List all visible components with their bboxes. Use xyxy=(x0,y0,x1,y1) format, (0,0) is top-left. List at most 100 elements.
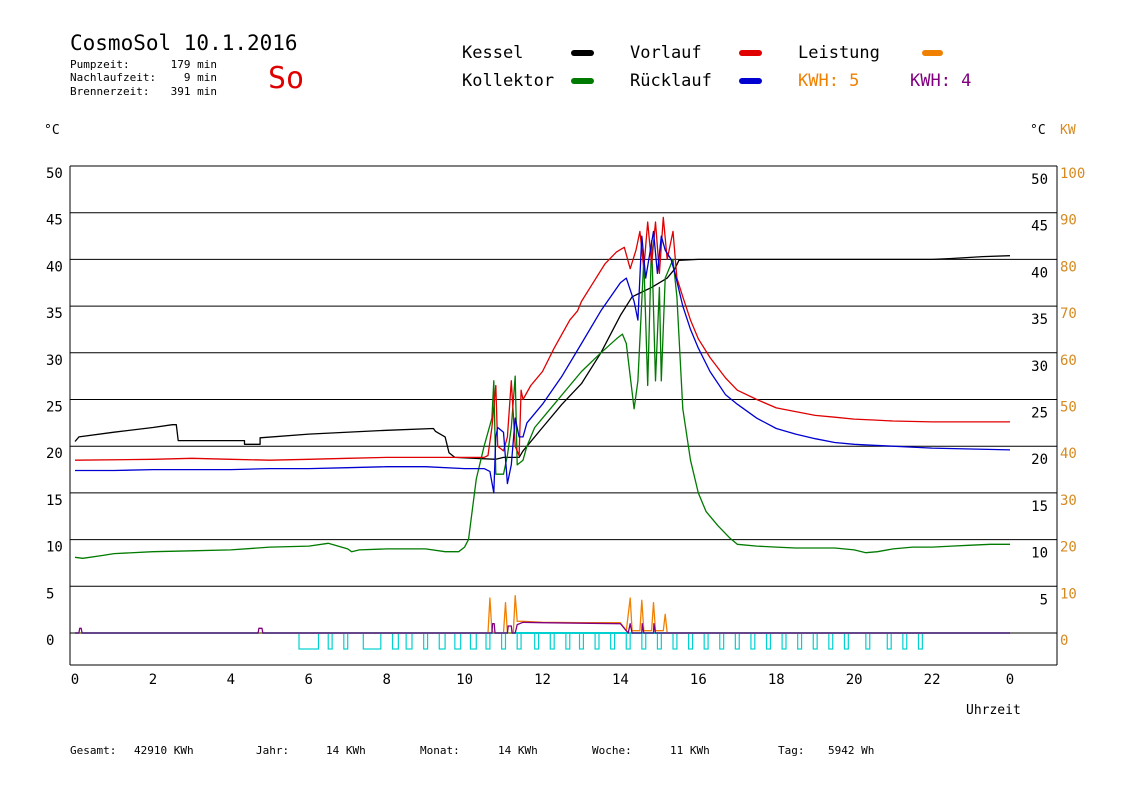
x-tick-5: 10 xyxy=(456,672,473,688)
pump-on-28 xyxy=(765,632,772,650)
footer-stats: Gesamt: 42910 KWh Jahr: 14 KWh Monat: 14… xyxy=(70,744,874,757)
footer-tag-label: Tag: xyxy=(778,744,805,757)
pump-on-7 xyxy=(438,632,446,650)
y-ticks-right: 5 10 15 20 25 30 35 40 45 50 0 10 20 30 40 50 60 70 80 90 10… xyxy=(1031,166,1085,649)
y-tick-right-c-35: 35 xyxy=(1031,312,1048,328)
pump-on-16 xyxy=(578,632,585,650)
footer-tag-value: 5942 Wh xyxy=(828,744,874,757)
footer-woche-value: 11 KWh xyxy=(670,744,710,757)
info-brennerzeit-value: 391 min xyxy=(171,85,217,98)
y-tick-right-c-50: 50 xyxy=(1031,172,1048,188)
pump-on-13 xyxy=(534,632,540,650)
info-nachlaufzeit-label: Nachlaufzeit: xyxy=(70,71,156,84)
x-tick-0: 0 xyxy=(71,672,79,688)
y-tick-right-c-25: 25 xyxy=(1031,406,1048,422)
series-vorlauf xyxy=(74,216,1010,461)
pump-on-23 xyxy=(687,632,694,650)
pump-on-4 xyxy=(391,632,399,650)
y-axis-right-unit-kw: KW xyxy=(1060,123,1076,138)
series-kessel xyxy=(74,255,1011,460)
y-tick-left-45: 45 xyxy=(46,213,63,229)
y-tick-right-c-20: 20 xyxy=(1031,452,1048,468)
pump-on-25 xyxy=(719,632,725,650)
pump-on-26 xyxy=(734,632,740,650)
pump-on-12 xyxy=(516,632,522,650)
x-tick-2: 4 xyxy=(227,672,235,688)
pump-on-24 xyxy=(703,632,709,650)
pump-on-31 xyxy=(812,632,818,650)
x-tick-3: 6 xyxy=(305,672,313,688)
x-tick-8: 16 xyxy=(690,672,707,688)
y-tick-right-c-40: 40 xyxy=(1031,265,1048,281)
series-group xyxy=(74,216,1011,634)
y-tick-left-50: 50 xyxy=(46,166,63,182)
legend-kollektor-label: Kollektor xyxy=(462,71,554,91)
x-axis-label: Uhrzeit xyxy=(966,703,1021,718)
footer-jahr-value: 14 KWh xyxy=(326,744,366,757)
pump-on-17 xyxy=(594,632,600,650)
x-tick-12: 0 xyxy=(1006,672,1014,688)
pump-on-9 xyxy=(469,632,477,650)
chart-title: CosmoSol 10.1.2016 xyxy=(70,31,298,55)
y-tick-right-kw-0: 0 xyxy=(1060,633,1068,649)
y-axis-left-unit: °C xyxy=(44,123,60,138)
x-ticks: 0 2 4 6 8 10 12 14 16 18 20 22 0 xyxy=(71,672,1014,688)
series-kwh2 xyxy=(75,621,1010,634)
pump-on-29 xyxy=(781,632,787,650)
info-nachlaufzeit-value: 9 min xyxy=(184,71,217,84)
pump-on-5 xyxy=(405,632,413,650)
footer-woche-label: Woche: xyxy=(592,744,632,757)
info-brennerzeit-label: Brennerzeit: xyxy=(70,85,149,98)
y-tick-right-kw-80: 80 xyxy=(1060,259,1077,275)
legend-leistung-label: Leistung xyxy=(798,43,880,63)
y-tick-right-kw-70: 70 xyxy=(1060,306,1077,322)
pump-on-11 xyxy=(500,632,507,650)
y-tick-right-c-10: 10 xyxy=(1031,546,1048,562)
pump-on-8 xyxy=(454,632,462,650)
x-tick-7: 14 xyxy=(612,672,629,688)
pump-on-35 xyxy=(886,632,892,650)
series-kollektor xyxy=(74,240,1010,559)
pump-on-10 xyxy=(485,632,491,650)
pump-on-37 xyxy=(917,632,923,650)
x-tick-1: 2 xyxy=(149,672,157,688)
pump-on-30 xyxy=(797,632,803,650)
pump-on-2 xyxy=(343,632,349,650)
y-tick-right-kw-100: 100 xyxy=(1060,166,1085,182)
y-tick-right-c-45: 45 xyxy=(1031,219,1048,235)
y-tick-right-kw-40: 40 xyxy=(1060,446,1077,462)
series-leistung xyxy=(75,594,1010,634)
y-tick-right-c-5: 5 xyxy=(1040,592,1048,608)
y-tick-right-kw-60: 60 xyxy=(1060,353,1077,369)
footer-jahr-label: Jahr: xyxy=(256,744,289,757)
y-tick-left-15: 15 xyxy=(46,493,63,509)
pump-on-1 xyxy=(327,632,333,650)
x-tick-9: 18 xyxy=(768,672,785,688)
footer-gesamt-label: Gesamt: xyxy=(70,744,116,757)
pump-on-34 xyxy=(865,632,871,650)
y-tick-right-kw-30: 30 xyxy=(1060,493,1077,509)
y-ticks-left: 0 5 10 15 20 25 30 35 40 45 50 xyxy=(46,166,63,649)
pump-on-32 xyxy=(828,632,834,650)
y-tick-left-25: 25 xyxy=(46,400,63,416)
y-tick-right-kw-20: 20 xyxy=(1060,540,1077,556)
y-tick-right-kw-10: 10 xyxy=(1060,586,1077,602)
pump-on-15 xyxy=(565,632,571,650)
pump-on-6 xyxy=(423,632,429,650)
footer-gesamt-value: 42910 KWh xyxy=(134,744,194,757)
pump-indicator xyxy=(75,632,1010,650)
x-tick-11: 22 xyxy=(924,672,941,688)
legend-kwh2-label: KWH: 4 xyxy=(910,71,971,91)
y-tick-left-20: 20 xyxy=(46,446,63,462)
day-label: So xyxy=(268,61,304,96)
pump-on-33 xyxy=(843,632,849,650)
info-pumpzeit-label: Pumpzeit: xyxy=(70,58,130,71)
info-pumpzeit-value: 179 min xyxy=(171,58,217,71)
legend-ruecklauf-label: Rücklauf xyxy=(630,71,712,91)
pump-on-22 xyxy=(672,632,678,650)
pump-on-18 xyxy=(610,632,616,650)
x-tick-4: 8 xyxy=(382,672,390,688)
y-tick-right-c-30: 30 xyxy=(1031,359,1048,375)
legend-kessel-label: Kessel xyxy=(462,43,523,63)
